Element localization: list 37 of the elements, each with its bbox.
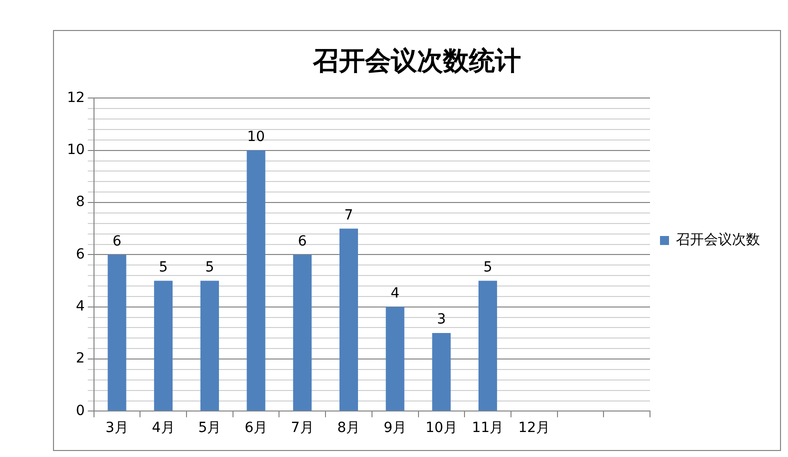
- y-tick-label: 0: [76, 402, 85, 419]
- x-tick-label: 3月: [106, 420, 128, 436]
- bar: [108, 254, 126, 411]
- data-label: 10: [247, 129, 265, 146]
- legend-label: 召开会议次数: [676, 232, 760, 248]
- y-tick-label: 4: [76, 298, 85, 315]
- bar: [432, 332, 451, 411]
- y-tick-label: 6: [76, 246, 85, 262]
- data-label: 7: [344, 207, 354, 224]
- data-label: 5: [483, 259, 492, 276]
- y-tick-label: 2: [76, 350, 85, 367]
- x-tick-label: 12月: [518, 420, 550, 436]
- data-label: 6: [298, 233, 307, 250]
- data-label: 5: [158, 259, 168, 276]
- chart-title: 召开会议次数统计: [312, 46, 521, 76]
- y-tick-label: 12: [66, 90, 85, 106]
- x-tick-label: 8月: [337, 420, 360, 436]
- data-label: 5: [205, 259, 214, 276]
- x-tick-label: 5月: [198, 420, 222, 436]
- bar: [386, 306, 404, 411]
- y-tick-label: 8: [76, 194, 85, 210]
- data-label: 6: [112, 233, 122, 250]
- bar: [293, 254, 312, 411]
- x-tick-label: 7月: [290, 420, 314, 436]
- y-tick-label: 10: [66, 142, 85, 158]
- x-tick-label: 11月: [472, 420, 504, 436]
- x-tick-label: 6月: [244, 420, 268, 436]
- data-label: 3: [436, 312, 446, 328]
- bar: [246, 150, 266, 411]
- x-tick-label: 4月: [152, 420, 175, 436]
- x-tick-label: 10月: [426, 420, 458, 436]
- bar: [154, 280, 173, 411]
- bar: [339, 228, 358, 411]
- x-tick-label: 9月: [384, 420, 407, 436]
- bar: [478, 280, 498, 411]
- bar: [200, 280, 219, 411]
- data-label: 4: [390, 286, 400, 302]
